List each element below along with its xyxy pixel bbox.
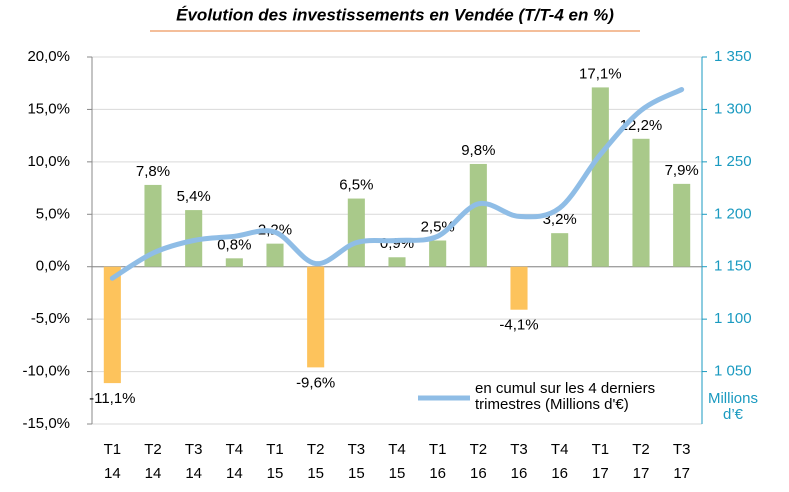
bar xyxy=(103,266,121,384)
bar xyxy=(266,243,284,267)
value-label: 9,8% xyxy=(461,142,495,159)
x-tick-label: T3 xyxy=(673,441,691,458)
bar xyxy=(551,233,569,267)
x-tick-label: T4 xyxy=(226,441,244,458)
bar xyxy=(673,183,691,267)
y-tick-label: -5,0% xyxy=(31,310,70,327)
bar xyxy=(632,138,650,267)
y-tick-label: -15,0% xyxy=(22,415,70,432)
x-tick-label: T1 xyxy=(429,441,447,458)
x-tick-label: 16 xyxy=(511,465,528,482)
bar xyxy=(469,163,487,267)
x-tick-label: 15 xyxy=(267,465,284,482)
y-tick-label: 15,0% xyxy=(27,100,70,117)
x-tick-label: 15 xyxy=(307,465,324,482)
bar xyxy=(225,258,243,267)
y-tick-label: -10,0% xyxy=(22,363,70,380)
x-tick-label: 16 xyxy=(429,465,446,482)
x-tick-label: T1 xyxy=(104,441,122,458)
x-tick-label: T1 xyxy=(592,441,610,458)
line-series xyxy=(109,87,685,281)
value-label: 7,8% xyxy=(136,163,170,180)
value-label: 0,8% xyxy=(217,236,251,253)
y2-tick-label: 1 350 xyxy=(714,48,752,65)
x-tick-label: T3 xyxy=(185,441,203,458)
x-tick-label: 17 xyxy=(673,465,690,482)
x-tick-label: 16 xyxy=(551,465,568,482)
x-tick-label: 15 xyxy=(348,465,365,482)
chart-title: Évolution des investissements en Vendée … xyxy=(176,5,614,24)
y-tick-label: 5,0% xyxy=(36,205,70,222)
y2-tick-label: 1 250 xyxy=(714,153,752,170)
value-label: -11,1% xyxy=(89,390,135,407)
y2-axis-label: Millions d’€ xyxy=(707,390,758,423)
x-tick-label: 17 xyxy=(633,465,650,482)
x-tick-label: 15 xyxy=(389,465,406,482)
x-tick-label: T3 xyxy=(510,441,528,458)
value-label: 6,5% xyxy=(339,177,373,194)
bar xyxy=(307,266,325,368)
bar xyxy=(347,198,365,267)
x-tick-label: 14 xyxy=(226,465,243,482)
y2-tick-label: 1 100 xyxy=(714,310,752,327)
x-tick-label: 14 xyxy=(145,465,162,482)
x-tick-label: T2 xyxy=(307,441,325,458)
bar xyxy=(429,240,447,267)
bar xyxy=(510,266,528,310)
value-label: 17,1% xyxy=(579,65,622,82)
y2-tick-label: 1 300 xyxy=(714,100,752,117)
x-tick-label: 14 xyxy=(104,465,121,482)
bar xyxy=(144,184,162,267)
x-tick-label: 17 xyxy=(592,465,609,482)
bar xyxy=(591,87,609,267)
x-tick-label: T4 xyxy=(388,441,406,458)
value-label: 5,4% xyxy=(177,188,211,205)
bar xyxy=(388,257,406,267)
x-tick-label: 16 xyxy=(470,465,487,482)
x-tick-label: T2 xyxy=(144,441,162,458)
y-tick-label: 20,0% xyxy=(27,48,70,65)
value-label: -4,1% xyxy=(499,317,538,334)
x-tick-label: T2 xyxy=(470,441,488,458)
x-tick-label: 14 xyxy=(185,465,202,482)
y2-tick-label: 1 200 xyxy=(714,205,752,222)
y2-tick-label: 1 050 xyxy=(714,363,752,380)
y2-tick-label: 1 150 xyxy=(714,258,752,275)
x-tick-label: T3 xyxy=(348,441,366,458)
x-tick-label: T4 xyxy=(551,441,569,458)
legend-label: en cumul sur les 4 derniers trimestres (… xyxy=(475,380,656,413)
value-label: -9,6% xyxy=(296,374,335,391)
y-tick-label: 0,0% xyxy=(36,258,70,275)
x-tick-label: T1 xyxy=(266,441,284,458)
value-label: 7,9% xyxy=(665,162,699,179)
x-tick-label: T2 xyxy=(632,441,650,458)
y-tick-label: 10,0% xyxy=(27,153,70,170)
